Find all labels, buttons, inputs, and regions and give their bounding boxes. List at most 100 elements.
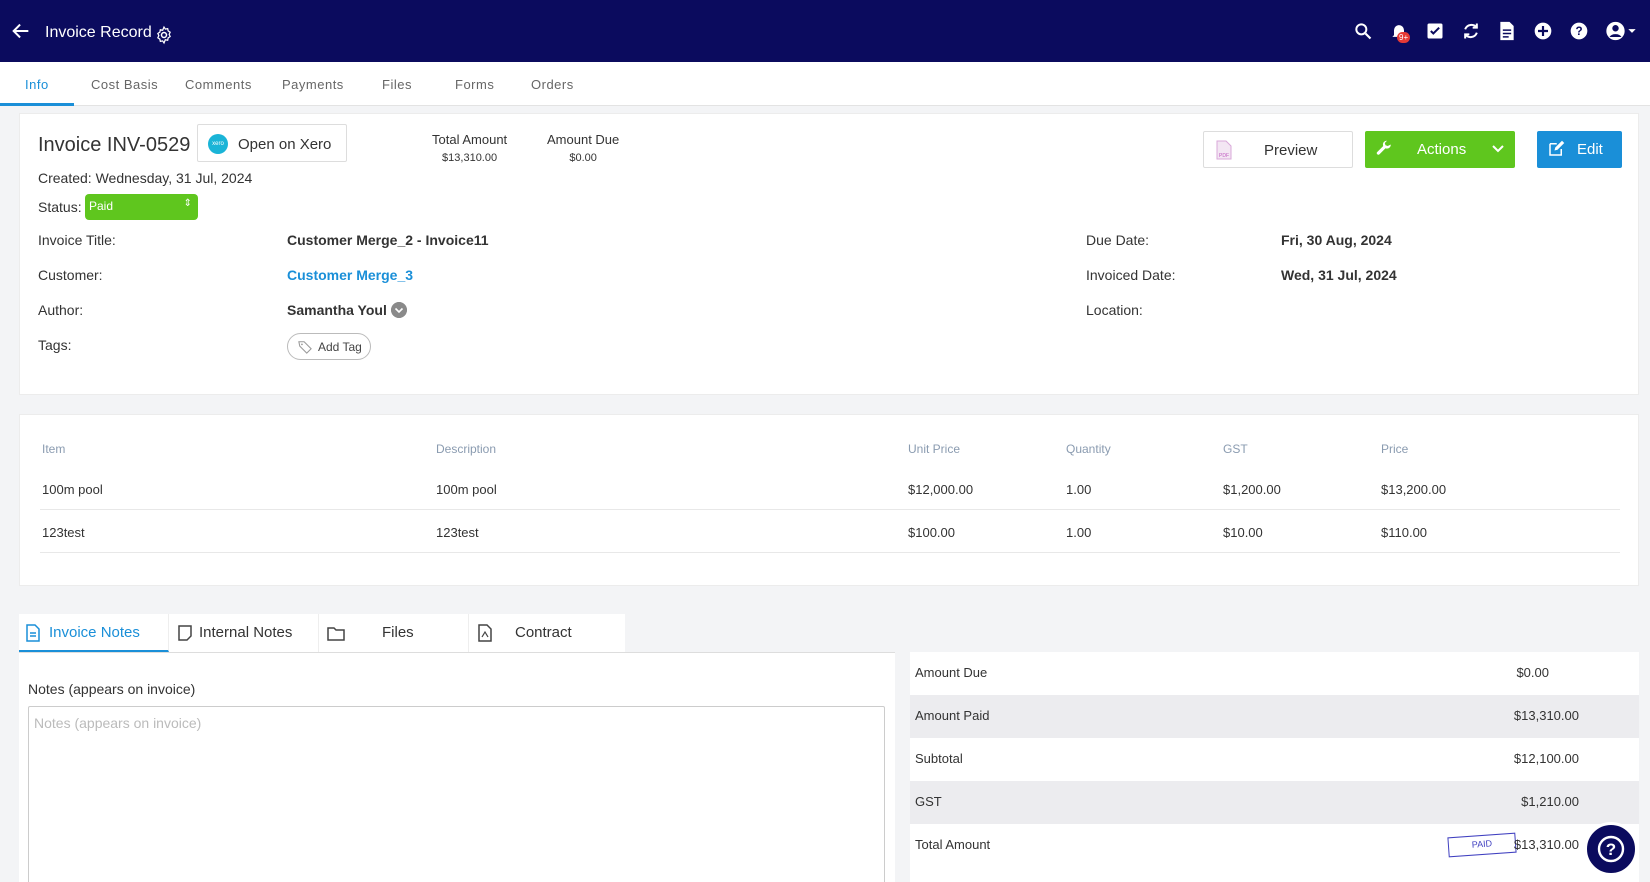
xero-logo-icon: xero: [208, 134, 228, 154]
select-arrows-icon: ⇕: [183, 198, 192, 209]
cell-price: $110.00: [1381, 525, 1428, 540]
invoiced-date-label: Invoiced Date:: [1086, 267, 1176, 283]
page-title: Invoice Record: [45, 24, 152, 41]
add-circle-icon[interactable]: [1532, 20, 1554, 42]
summary-value: $13,310.00: [1513, 837, 1579, 852]
edit-label: Edit: [1577, 141, 1603, 158]
cell-description: 123test: [436, 525, 479, 540]
summary-row-amount-due: Amount Due $0.00: [910, 652, 1639, 695]
actions-label: Actions: [1417, 141, 1467, 158]
help-chat-button[interactable]: ?: [1584, 822, 1638, 876]
paid-stamp: PAID: [1447, 832, 1517, 858]
tab-contract[interactable]: Contract: [469, 614, 625, 652]
notes-tabs: Invoice Notes Internal Notes Files Contr…: [19, 614, 625, 652]
summary-value: $0.00: [1516, 665, 1549, 680]
tab-cost-basis[interactable]: Cost Basis: [91, 77, 159, 92]
created-date: Created: Wednesday, 31 Jul, 2024: [38, 170, 253, 186]
amount-due-summary: Amount Due $0.00: [547, 132, 619, 164]
cell-unit-price: $12,000.00: [908, 482, 974, 497]
edit-button[interactable]: Edit: [1537, 131, 1622, 168]
totals-summary: Amount Due $0.00 Amount Paid $13,310.00 …: [910, 652, 1639, 882]
notifications-bell-icon[interactable]: 9+: [1388, 20, 1411, 43]
notes-textarea[interactable]: [28, 706, 885, 882]
column-header-unit-price: Unit Price: [908, 442, 961, 456]
column-header-item: Item: [42, 442, 66, 456]
cell-gst: $1,200.00: [1223, 482, 1281, 497]
author-label: Author:: [38, 302, 84, 318]
task-check-icon[interactable]: [1424, 20, 1446, 42]
user-account-icon[interactable]: [1604, 20, 1638, 42]
invoiced-date-value: Wed, 31 Jul, 2024: [1281, 267, 1397, 283]
invoice-info-card: Invoice INV-0529 xero Open on Xero Total…: [19, 113, 1639, 395]
question-mark-icon: ?: [1597, 835, 1625, 863]
add-tag-button[interactable]: Add Tag: [287, 333, 371, 360]
status-value: Paid: [89, 199, 114, 213]
svg-text:?: ?: [1575, 25, 1582, 38]
summary-label: Amount Due: [915, 665, 988, 680]
tab-orders[interactable]: Orders: [531, 77, 574, 92]
table-row: 123test 123test $100.00 1.00 $10.00 $110…: [40, 511, 1620, 553]
pdf-file-icon: PDF: [1216, 140, 1232, 160]
status-select[interactable]: Paid ⇕: [85, 194, 198, 220]
note-icon: [178, 625, 192, 641]
cell-unit-price: $100.00: [908, 525, 955, 540]
tab-comments[interactable]: Comments: [185, 77, 252, 92]
help-icon[interactable]: ?: [1568, 20, 1590, 42]
column-header-price: Price: [1381, 442, 1409, 456]
notes-label: Notes (appears on invoice): [28, 681, 196, 697]
tab-files[interactable]: Files: [382, 77, 412, 92]
due-date-label: Due Date:: [1086, 232, 1150, 248]
customer-label: Customer:: [38, 267, 103, 283]
tag-icon: [298, 341, 312, 354]
tab-forms[interactable]: Forms: [455, 77, 495, 92]
customer-link[interactable]: Customer Merge_3: [287, 267, 414, 283]
total-amount-summary: Total Amount $13,310.00: [432, 132, 507, 164]
notification-badge: 9+: [1397, 32, 1411, 43]
author-dropdown-icon[interactable]: [391, 302, 407, 318]
header-icons: 9+ ?: [1352, 20, 1638, 43]
summary-value: $1,210.00: [1521, 794, 1579, 809]
summary-label: Amount Paid: [915, 708, 990, 723]
summary-label: Subtotal: [915, 751, 963, 766]
tab-internal-notes-label: Internal Notes: [199, 624, 293, 641]
tab-info[interactable]: Info: [25, 77, 49, 92]
open-on-xero-label: Open on Xero: [238, 136, 332, 153]
document-icon[interactable]: [1496, 20, 1518, 42]
summary-row-gst: GST $1,210.00: [910, 781, 1639, 824]
tab-files-label: Files: [382, 624, 414, 641]
total-amount-value: $13,310.00: [442, 152, 498, 164]
summary-value: $13,310.00: [1513, 708, 1579, 723]
sync-icon[interactable]: [1460, 20, 1482, 42]
open-on-xero-button[interactable]: xero Open on Xero: [197, 124, 347, 162]
cell-price: $13,200.00: [1381, 482, 1447, 497]
contract-file-icon: [478, 624, 492, 642]
preview-button[interactable]: PDF Preview: [1203, 131, 1353, 168]
tab-contract-label: Contract: [515, 624, 572, 641]
amount-due-value: $0.00: [569, 152, 597, 164]
wrench-icon: [1376, 140, 1391, 155]
cell-quantity: 1.00: [1066, 525, 1092, 540]
cell-description: 100m pool: [436, 482, 497, 497]
active-tab-indicator: [0, 103, 74, 106]
edit-pencil-icon: [1549, 140, 1565, 156]
add-tag-label: Add Tag: [318, 340, 362, 354]
back-arrow-icon[interactable]: [10, 20, 32, 42]
cell-item: 100m pool: [42, 482, 103, 497]
record-tabs: Info Cost Basis Comments Payments Files …: [0, 62, 1650, 106]
tab-files[interactable]: Files: [319, 614, 469, 652]
actions-button[interactable]: Actions: [1365, 131, 1515, 168]
column-header-quantity: Quantity: [1066, 442, 1111, 456]
tab-payments[interactable]: Payments: [282, 77, 344, 92]
line-items-table: Item Description Unit Price Quantity GST…: [19, 414, 1639, 586]
svg-text:?: ?: [1606, 840, 1616, 859]
tab-invoice-notes-label: Invoice Notes: [49, 624, 140, 641]
tab-invoice-notes[interactable]: Invoice Notes: [19, 614, 169, 652]
invoice-title-value: Customer Merge_2 - Invoice11: [287, 232, 489, 248]
invoice-title-label: Invoice Title:: [38, 232, 116, 248]
cell-item: 123test: [42, 525, 85, 540]
cell-quantity: 1.00: [1066, 482, 1092, 497]
tab-internal-notes[interactable]: Internal Notes: [169, 614, 319, 652]
search-icon[interactable]: [1352, 20, 1374, 42]
settings-gear-icon[interactable]: [154, 25, 174, 45]
summary-label: Total Amount: [915, 837, 991, 852]
